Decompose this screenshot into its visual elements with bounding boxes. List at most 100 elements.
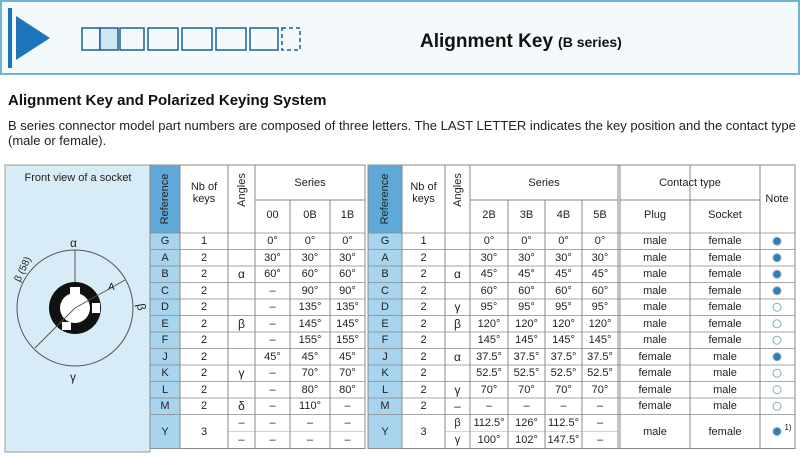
reference-cell: F (161, 334, 169, 347)
reference-cell: A (381, 251, 389, 264)
heading: Alignment Key and Polarized Keying Syste… (8, 92, 327, 109)
socket-cell: male (713, 350, 737, 363)
socket-cell: male (713, 400, 737, 413)
reference-header-fill (150, 165, 180, 233)
angle-cell: α (454, 349, 461, 364)
series-cell: 147.5° (547, 434, 580, 446)
series-cell: 45° (480, 268, 498, 281)
socket-cell: female (708, 235, 742, 248)
reference-header-fill (368, 165, 402, 233)
series-cell: 0° (483, 235, 495, 248)
series-cell: 45° (591, 268, 609, 281)
keys-cell: 2 (200, 317, 208, 330)
socket-cell: male (713, 367, 737, 380)
series-cell: 70° (480, 383, 498, 396)
series-cell: – (269, 317, 276, 330)
keys-cell: 2 (420, 268, 427, 281)
series-cell: 95° (591, 301, 609, 314)
series-cell: 120° (477, 317, 501, 330)
series-cell: 45° (264, 350, 281, 363)
reference-cell: K (381, 367, 389, 380)
reference-cell: E (381, 317, 389, 330)
socket-drawing (16, 249, 134, 367)
socket-cell: female (708, 268, 742, 281)
series-cell: – (560, 400, 567, 413)
plug-cell: female (638, 350, 672, 363)
series-cell: 45° (301, 350, 319, 363)
series-cell: – (344, 400, 351, 413)
socket-cell: female (708, 284, 742, 297)
series-cell: – (269, 301, 276, 314)
series-cell: 80° (301, 383, 319, 396)
plug-cell: male (643, 334, 667, 347)
keys-cell: 2 (200, 367, 208, 380)
series-cell: 70° (301, 367, 319, 380)
series-cell: 120° (515, 317, 538, 330)
keys-cell: 2 (420, 383, 427, 396)
note-dot (772, 352, 782, 362)
keys-cell: 2 (420, 317, 427, 330)
angle-cell: – (238, 417, 245, 429)
keys-header: Nb of keys (410, 181, 437, 205)
series-cell: 37.5° (513, 350, 540, 363)
series-cell: – (269, 400, 276, 413)
reference-cell: F (381, 334, 389, 347)
series-cell: 37.5° (476, 350, 502, 363)
plug-cell: male (643, 268, 667, 281)
series-cell: – (344, 417, 351, 429)
series-cell: 0° (304, 235, 316, 248)
series-cell: – (306, 434, 314, 446)
angle-cell: γ (238, 366, 245, 381)
series-cell: 100° (477, 434, 501, 446)
note-dot (772, 286, 782, 296)
plug-cell: male (643, 235, 667, 248)
series-cell: 102° (515, 434, 538, 446)
series-cell: – (269, 284, 276, 297)
keys-cell: 2 (420, 400, 427, 413)
series-cell: – (269, 383, 276, 396)
series-column-header: 2B (482, 209, 496, 221)
keys-cell: 2 (200, 251, 208, 264)
series-cell: 52.5° (587, 367, 613, 380)
keys-cell: 2 (200, 268, 208, 281)
reference-cell: A (161, 251, 169, 264)
keys-cell: 1 (200, 235, 208, 248)
series-cell: 145° (298, 317, 322, 330)
series-cell: 52.5° (513, 367, 540, 380)
series-column-header: 00 (266, 209, 279, 221)
note-dot (772, 269, 782, 279)
diagram-label: A (108, 282, 115, 293)
series-column-header: 4B (556, 209, 571, 221)
series-cell: 135° (336, 301, 359, 314)
reference-cell: C (381, 284, 389, 297)
series-cell: 120° (552, 317, 575, 330)
series-column-header: 3B (519, 209, 534, 221)
socket-cell: female (708, 301, 742, 314)
series-cell: 126° (515, 417, 538, 429)
series-cell: 30° (518, 251, 535, 264)
series-cell: 30° (555, 251, 572, 264)
reference-cell: B (381, 268, 389, 281)
plug-cell: female (638, 383, 672, 396)
series-cell: 145° (515, 334, 538, 347)
series-cell: 45° (339, 350, 356, 363)
series-cell: 60° (264, 268, 281, 281)
keys-cell: 2 (200, 400, 208, 413)
series-cell: 60° (518, 284, 535, 297)
series-column-header: 5B (593, 209, 607, 221)
note-dot (772, 401, 782, 411)
series-cell: 60° (301, 268, 319, 281)
series-cell: 60° (480, 284, 498, 297)
series-cell: 70° (339, 367, 356, 380)
series-cell: 45° (555, 268, 572, 281)
diagram-label: γ (70, 370, 76, 384)
series-cell: 45° (518, 268, 535, 281)
socket-cell: female (708, 425, 742, 438)
series-header: Series (528, 177, 560, 189)
keys-cell: 2 (200, 334, 208, 347)
angle-cell: α (238, 267, 245, 282)
note-dot (772, 385, 782, 395)
socket-cell: male (713, 383, 737, 396)
